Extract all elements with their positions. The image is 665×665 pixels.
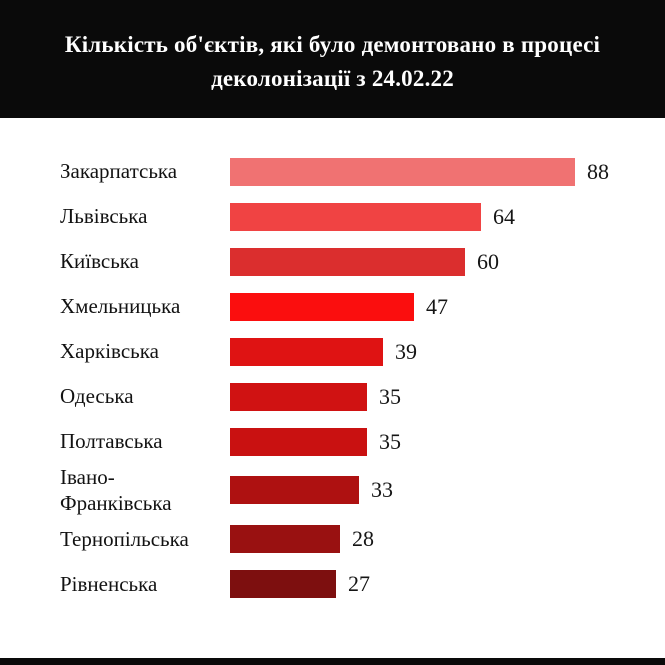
- value-label: 33: [371, 477, 393, 503]
- bar: [230, 570, 336, 598]
- value-label: 47: [426, 293, 448, 319]
- category-label: Хмельницька: [60, 294, 181, 319]
- chart-row: Полтавська 35: [60, 419, 665, 464]
- value-label: 35: [379, 428, 401, 454]
- value-label: 28: [352, 526, 374, 551]
- bar: [230, 202, 481, 231]
- bar: [230, 337, 383, 366]
- chart-row: Одеська 35: [60, 374, 665, 419]
- value-label: 64: [493, 203, 515, 229]
- value-label: 27: [348, 571, 370, 596]
- value-label: 39: [395, 338, 417, 364]
- chart-title: Кількість об'єктів, які було демонтовано…: [47, 22, 618, 97]
- bar: [230, 427, 367, 456]
- bar: [230, 525, 340, 553]
- category-label: Тернопільська: [60, 526, 189, 551]
- value-label: 60: [477, 248, 499, 274]
- category-label: Харківська: [60, 339, 159, 364]
- chart-title-band: Кількість об'єктів, які було демонтовано…: [0, 0, 665, 118]
- bar: [230, 292, 414, 321]
- chart-row: Тернопільська 28: [60, 517, 665, 562]
- bar: [230, 476, 359, 505]
- category-label: Рівненська: [60, 571, 158, 596]
- chart-row: Івано-Франківська 33: [60, 464, 665, 517]
- chart-row: Львівська 64: [60, 194, 665, 239]
- chart-title-line1: Кількість об'єктів, які було демонтовано…: [64, 31, 601, 57]
- chart-row: Харківська 39: [60, 329, 665, 374]
- category-label: Полтавська: [60, 429, 163, 454]
- category-label: Одеська: [60, 384, 134, 409]
- bottom-bar: [0, 658, 665, 665]
- category-label: Львівська: [60, 204, 148, 229]
- bar-chart: Закарпатська 88 Львівська 64 Київська 60 Хмель…: [0, 118, 665, 665]
- category-label: Закарпатська: [60, 159, 178, 184]
- chart-row: Закарпатська 88: [60, 149, 665, 194]
- category-label: Київська: [60, 249, 139, 274]
- value-label: 88: [587, 158, 609, 184]
- chart-row: Київська 60: [60, 239, 665, 284]
- bar: [230, 157, 575, 186]
- chart-row: Рівненська 27: [60, 562, 665, 607]
- value-label: 35: [379, 383, 401, 409]
- chart-title-line2: деколонізації з 24.02.22: [211, 66, 454, 91]
- bar: [230, 382, 367, 411]
- bar: [230, 247, 465, 276]
- category-label: Івано-Франківська: [60, 465, 172, 516]
- chart-row: Хмельницька 47: [60, 284, 665, 329]
